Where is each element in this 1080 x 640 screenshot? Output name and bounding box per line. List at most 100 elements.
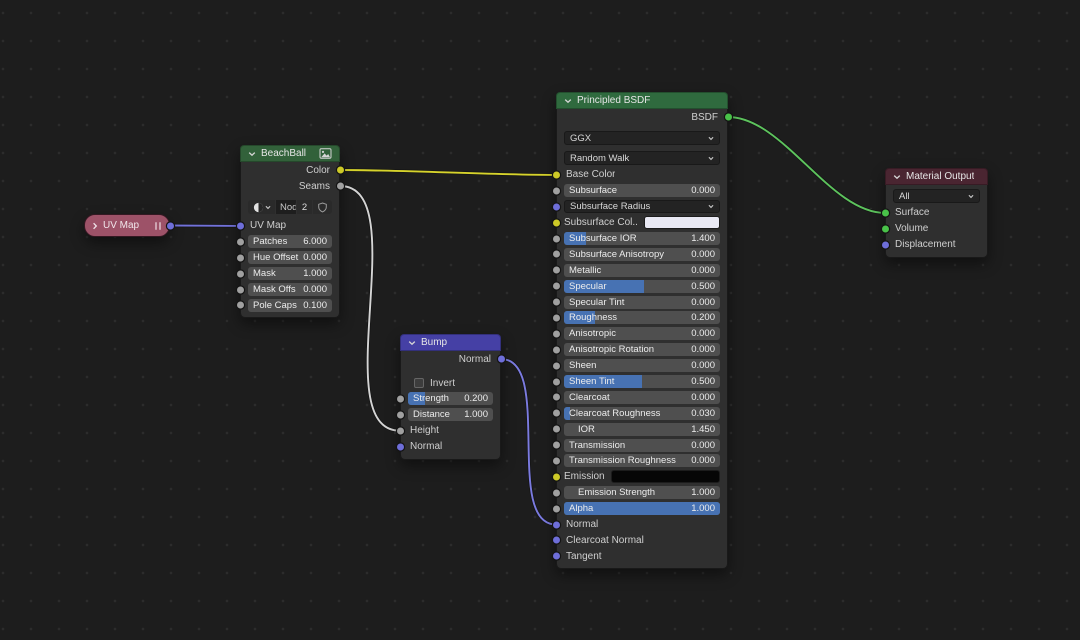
value-slider[interactable]: Sheen Tint 0.500 (564, 375, 720, 389)
socket-uv-map-uvmap-out[interactable] (166, 222, 174, 229)
socket-bsdf-ccrough-in[interactable] (552, 409, 560, 417)
socket-bsdf-specular-in[interactable] (552, 282, 560, 290)
socket-beachball-polecaps-in[interactable] (236, 301, 244, 309)
dropdown[interactable]: GGX (564, 131, 720, 145)
value-slider[interactable]: Anisotropic Rotation 0.000 (564, 343, 720, 357)
socket-bsdf-tangent-in[interactable] (552, 552, 560, 560)
socket-beachball-color-out[interactable] (336, 166, 344, 174)
node-beachball[interactable]: BeachBallColorSeamsNode..2UV MapPatches6… (236, 145, 344, 319)
slider-value: 0.000 (691, 296, 715, 308)
value-slider[interactable]: Roughness 0.200 (564, 311, 720, 325)
value-slider[interactable]: Metallic 0.000 (564, 263, 720, 277)
input-socket-label: Volume (895, 223, 929, 235)
color-swatch[interactable] (643, 216, 720, 230)
socket-beachball-patches-in[interactable] (236, 238, 244, 246)
socket-bsdf-metallic-in[interactable] (552, 266, 560, 274)
dropdown[interactable]: All (893, 189, 980, 203)
socket-bsdf-subsurfcol-in[interactable] (552, 219, 560, 227)
socket-output-displacement-in[interactable] (881, 241, 889, 249)
slider-label: Sheen (569, 360, 597, 372)
value-slider[interactable]: Specular 0.500 (564, 279, 720, 293)
value-slider[interactable]: Strength 0.200 (408, 392, 493, 406)
socket-bsdf-speculartint-in[interactable] (552, 298, 560, 306)
socket-bsdf-normal-in[interactable] (552, 521, 560, 529)
value-slider[interactable]: Mask 1.000 (248, 267, 332, 281)
dropdown[interactable]: Random Walk (564, 151, 720, 165)
collapse-arrow-icon[interactable] (564, 98, 572, 104)
image-datablock-icon[interactable] (248, 200, 275, 214)
node-row: Volume (881, 221, 987, 237)
socket-bsdf-roughness-in[interactable] (552, 314, 560, 322)
node-bsdf[interactable]: Principled BSDF BSDF GGX Random Walk Base Co… (552, 92, 732, 570)
socket-bsdf-transrough-in[interactable] (552, 457, 560, 465)
node-header[interactable]: BeachBall (240, 145, 340, 162)
value-slider[interactable]: Emission Strength 1.000 (564, 486, 720, 500)
socket-bsdf-anisorot-in[interactable] (552, 346, 560, 354)
node-header[interactable]: Material Output (885, 168, 988, 185)
checkbox[interactable] (414, 378, 424, 388)
socket-bsdf-subsurfaniso-in[interactable] (552, 250, 560, 258)
socket-bsdf-subsurfior-in[interactable] (552, 235, 560, 242)
socket-bsdf-emission-in[interactable] (552, 473, 560, 481)
dropdown[interactable]: Subsurface Radius (564, 199, 720, 214)
users-count-button[interactable]: 2 (297, 200, 312, 214)
node-uv-map[interactable]: UV Map (84, 214, 174, 237)
socket-bsdf-ior-in[interactable] (552, 425, 560, 433)
socket-bsdf-sheentint-in[interactable] (552, 378, 560, 386)
expand-arrow-icon[interactable] (92, 222, 98, 230)
value-slider[interactable]: IOR 1.450 (564, 422, 720, 436)
value-slider[interactable]: Patches 6.000 (248, 235, 332, 249)
value-slider[interactable]: Distance 1.000 (408, 408, 493, 422)
socket-bump-normal-out[interactable] (497, 355, 505, 363)
value-slider[interactable]: Sheen 0.000 (564, 359, 720, 373)
socket-beachball-maskoffs-in[interactable] (236, 286, 244, 293)
socket-bsdf-clearcoat-in[interactable] (552, 393, 560, 401)
socket-beachball-seams-out[interactable] (336, 182, 344, 190)
value-slider[interactable]: Clearcoat 0.000 (564, 390, 720, 404)
value-slider[interactable]: Specular Tint 0.000 (564, 295, 720, 309)
value-slider[interactable]: Clearcoat Roughness 0.030 (564, 406, 720, 420)
node-header[interactable]: Bump (400, 334, 501, 351)
value-slider[interactable]: Subsurface 0.000 (564, 184, 720, 198)
socket-bsdf-subsurface-in[interactable] (552, 187, 560, 195)
socket-output-surface-in[interactable] (881, 209, 889, 217)
socket-bump-normal-in[interactable] (396, 443, 404, 451)
socket-bsdf-bsdf-out[interactable] (724, 113, 732, 121)
value-slider[interactable]: Alpha 1.000 (564, 502, 720, 516)
socket-bump-height-in[interactable] (396, 427, 404, 435)
socket-bsdf-transmission-in[interactable] (552, 441, 560, 449)
collapse-arrow-icon[interactable] (408, 340, 416, 346)
socket-bsdf-basecolor-in[interactable] (552, 171, 560, 179)
color-swatch[interactable] (610, 470, 720, 484)
socket-bsdf-alpha-in[interactable] (552, 505, 560, 513)
value-slider[interactable]: Anisotropic 0.000 (564, 327, 720, 341)
fake-user-shield-icon[interactable] (313, 200, 332, 214)
value-slider[interactable]: Transmission 0.000 (564, 438, 720, 452)
value-slider[interactable]: Subsurface Anisotropy 0.000 (564, 247, 720, 261)
socket-beachball-hueoffset-in[interactable] (236, 254, 244, 262)
socket-bsdf-anisotropic-in[interactable] (552, 330, 560, 338)
socket-bump-distance-in[interactable] (396, 411, 404, 419)
socket-beachball-uvmap-in[interactable] (236, 222, 244, 230)
node-header[interactable]: Principled BSDF (556, 92, 728, 109)
value-slider[interactable]: Pole Caps 0.100 (248, 298, 332, 312)
value-slider[interactable]: Mask Offs 0.000 (248, 283, 332, 296)
node-row: Invert (401, 375, 500, 391)
node-output[interactable]: Material Output All Surface Volume Displacem… (881, 168, 988, 258)
collapse-arrow-icon[interactable] (248, 151, 256, 157)
socket-output-volume-in[interactable] (881, 225, 889, 233)
node-bump[interactable]: Bump Normal Invert Strength 0.200 Distance 1.0… (396, 334, 505, 460)
value-slider[interactable]: Hue Offset 0.000 (248, 251, 332, 265)
collapse-arrow-icon[interactable] (893, 174, 901, 180)
socket-beachball-mask-in[interactable] (236, 270, 244, 278)
socket-bsdf-subsurfradius-in[interactable] (552, 203, 560, 211)
node-row: Normal (396, 439, 500, 455)
value-slider[interactable]: Subsurface IOR 1.400 (564, 232, 720, 245)
socket-bump-strength-in[interactable] (396, 395, 404, 403)
datablock-name-field[interactable]: Node.. (276, 200, 296, 214)
socket-bsdf-ccnormal-in[interactable] (552, 536, 560, 544)
socket-bsdf-sheen-in[interactable] (552, 362, 560, 370)
value-slider[interactable]: Transmission Roughness 0.000 (564, 454, 720, 468)
socket-bsdf-emissionstr-in[interactable] (552, 489, 560, 497)
